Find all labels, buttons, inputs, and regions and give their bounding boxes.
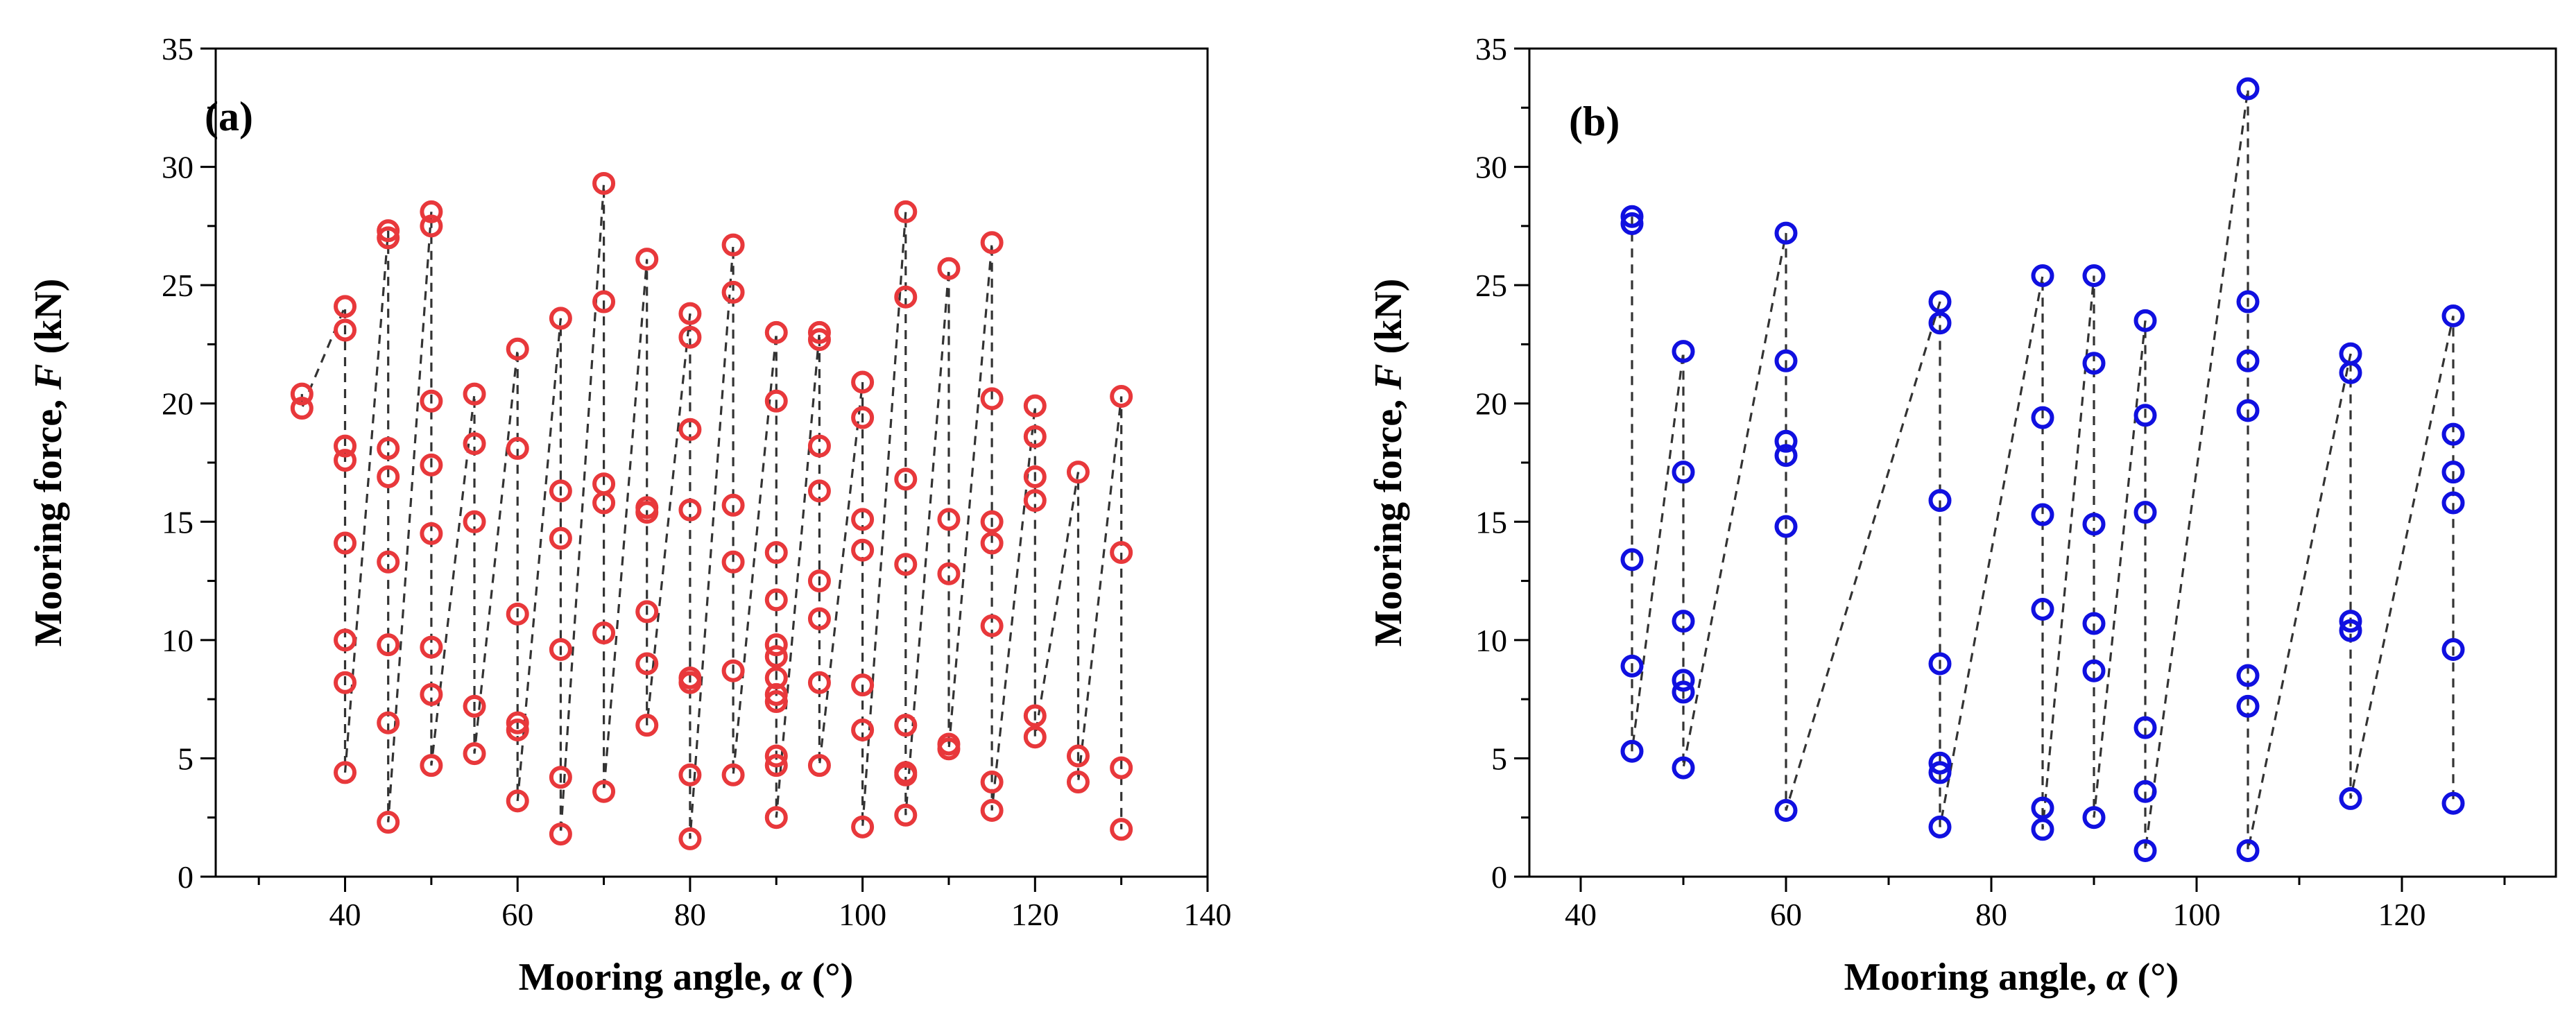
x-axis-label-b: Mooring angle, α (°) [1844,956,2179,999]
y-axis-label-b: Mooring force, F (kN) [1367,279,1410,647]
x-tick-label-a-3: 100 [839,897,886,932]
y-tick-label-a-5: 25 [162,268,194,303]
y-tick-label-b-1: 5 [1491,741,1507,776]
figure: 40 60 80 100 120 140 05101520253035 (a) Moori… [0,0,2576,1023]
data-markers-a [293,174,1131,848]
x-tick-label-b-4: 120 [2378,897,2426,932]
series-line-b [1632,89,2453,851]
x-tick-label-b-1: 60 [1770,897,1802,932]
data-markers-b [1623,79,2463,859]
x-tick-label-a-5: 140 [1184,897,1232,932]
x-tick-label-b-2: 80 [1975,897,2007,932]
panel-label-a: (a) [205,94,253,139]
y-axis-label-a: Mooring force, F (kN) [27,279,70,647]
x-tick-label-a-1: 60 [501,897,533,932]
x-tick-label-b-3: 100 [2173,897,2221,932]
x-axis-label-a: Mooring angle, α (°) [519,956,854,999]
x-tick-label-a-0: 40 [329,897,361,932]
axis-ticks-b [1514,49,2505,892]
x-tick-label-a-4: 120 [1011,897,1059,932]
y-tick-label-a-1: 5 [178,741,194,776]
y-tick-label-a-0: 0 [178,859,194,895]
y-tick-label-a-2: 10 [162,623,194,658]
x-tick-labels-a: 40 60 80 100 120 140 [329,897,1232,932]
chart-panel-b: 40 60 80 100 120 0 5 10 15 20 25 30 35 (b) Mooring … [1367,31,2556,999]
y-tick-label-b-2: 10 [1475,623,1507,658]
y-tick-labels-b: 0 5 10 15 20 25 30 35 [1475,31,1507,895]
y-tick-label-b-5: 25 [1475,268,1507,303]
chart-panel-a: 40 60 80 100 120 140 0 5 10 15 20 25 30 35 (a) Moori… [27,31,1232,999]
x-tick-labels-b: 40 60 80 100 120 [1565,897,2426,932]
y-tick-label-a-7: 35 [162,31,194,67]
x-tick-label-a-2: 80 [674,897,706,932]
panel-label-b: (b) [1569,98,1620,144]
y-tick-label-a-3: 15 [162,504,194,540]
y-tick-label-b-0: 0 [1491,859,1507,895]
y-tick-label-a-4: 20 [162,386,194,422]
y-tick-label-b-4: 20 [1475,386,1507,422]
y-tick-label-b-7: 35 [1475,31,1507,67]
series-line-a [302,184,1121,839]
y-tick-labels-a: 0 5 10 15 20 25 30 35 [162,31,194,895]
plot-frame-a [216,49,1208,877]
x-tick-label-b-0: 40 [1565,897,1597,932]
connector-lines-b [1632,89,2453,851]
connector-lines-a [302,184,1121,839]
y-tick-label-a-6: 30 [162,150,194,185]
y-tick-label-b-3: 15 [1475,504,1507,540]
y-tick-label-b-6: 30 [1475,150,1507,185]
